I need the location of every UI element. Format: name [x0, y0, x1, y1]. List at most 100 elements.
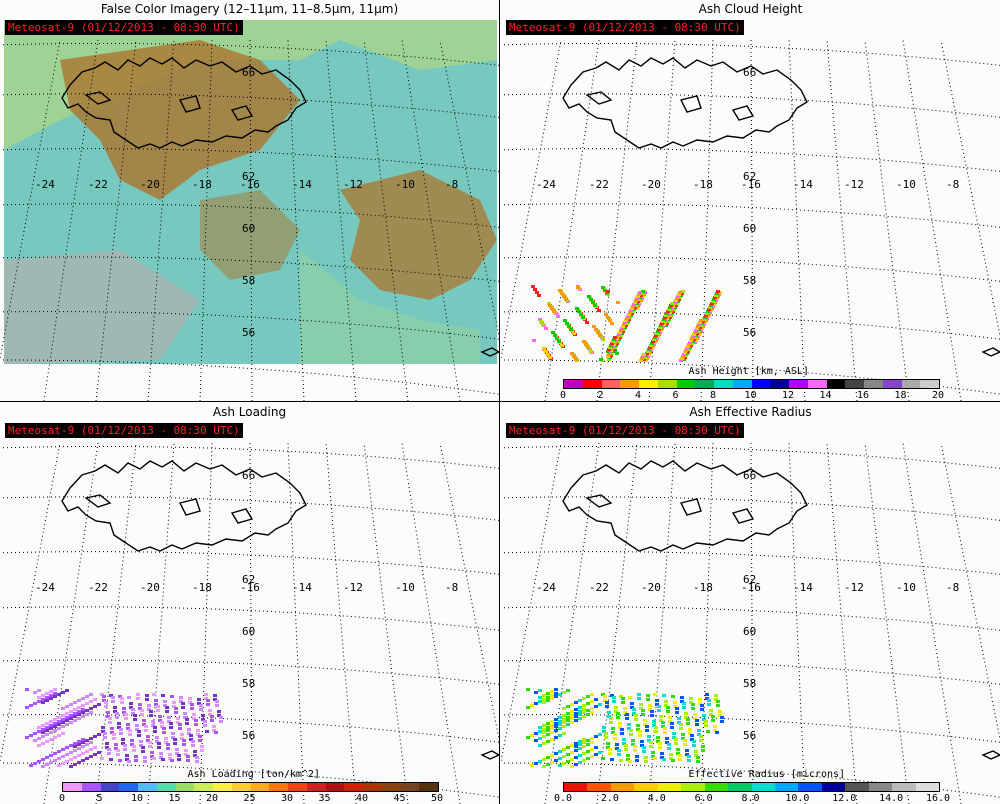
colorbar-swatch [363, 783, 382, 791]
latitude-label: 62 [743, 170, 756, 183]
colorbar-tick-label: 10 [130, 793, 144, 804]
longitude-label: -20 [140, 178, 160, 191]
effective-radius-map: -24 -22 -20 -18 -16 -14 -12 -10 -8 62 60 58 56 66 [501, 442, 1000, 804]
ash-height-colorbar: Ash Height [km, ASL] 0 2 4 6 8 10 12 14 16 18 20 [559, 366, 944, 401]
longitude-label: -8 [946, 178, 959, 191]
colorbar-swatch [564, 783, 588, 791]
colorbar-tick-label: 0.0 [553, 793, 573, 804]
satellite-timestamp: Meteosat-9 (01/12/2013 - 08:30 UTC) [5, 423, 243, 438]
colorbar-swatch [732, 380, 752, 388]
horizontal-divider [0, 401, 1000, 402]
colorbar-swatch [789, 380, 808, 388]
colorbar-tick-label: 16.0 [925, 793, 951, 804]
colorbar-scale [62, 782, 439, 792]
colorbar-title: Effective Radius [microns] [688, 769, 846, 780]
longitude-label: -24 [536, 178, 556, 191]
colorbar-tick-label: 30 [280, 793, 294, 804]
colorbar-tick-label: 14 [819, 390, 832, 401]
cloud-area [300, 250, 480, 364]
colorbar-tick-label: 14.0 [879, 793, 904, 804]
iceland-coastline [61, 460, 499, 760]
satellite-timestamp: Meteosat-9 (01/12/2013 - 08:30 UTC) [5, 20, 243, 35]
colorbar-title: Ash Height [km, ASL] [688, 366, 809, 377]
colorbar-swatch [325, 783, 345, 791]
graticule-labels: -24 -22 -20 -18 -16 -14 -12 -10 -8 62 60 58 56 66 [536, 469, 959, 742]
colorbar-swatch [657, 380, 677, 388]
colorbar-swatch [119, 783, 138, 791]
colorbar-swatch [714, 380, 733, 388]
latitude-label: 60 [743, 625, 756, 638]
colorbar-swatch [892, 783, 916, 791]
effective-radius-panel: -24 -22 -20 -18 -16 -14 -12 -10 -8 62 60 58 56 66 Ash… [501, 403, 1000, 804]
colorbar-tick-label: 0 [559, 390, 567, 401]
longitude-label: -12 [343, 178, 363, 191]
colorbar-swatch [306, 783, 326, 791]
colorbar-swatch [288, 783, 307, 791]
latitude-label: 60 [242, 625, 255, 638]
longitude-label: -18 [693, 178, 713, 191]
colorbar-tick-label: 18 [894, 390, 907, 401]
colorbar-swatch [63, 783, 82, 791]
colorbar-swatch [901, 380, 921, 388]
colorbar-swatch [582, 380, 602, 388]
colorbar-swatch [564, 380, 583, 388]
colorbar-swatch [81, 783, 101, 791]
longitude-label: -20 [140, 581, 160, 594]
longitude-label: -8 [946, 581, 959, 594]
latitude-label: 58 [743, 677, 756, 690]
panel-title: Ash Loading [212, 405, 287, 419]
colorbar-tick-label: 4 [634, 390, 642, 401]
colorbar-swatch [156, 783, 176, 791]
latitude-label: 66 [743, 469, 756, 482]
latitude-label: 62 [242, 170, 255, 183]
colorbar-swatch [920, 380, 939, 388]
colorbar-swatch [639, 380, 658, 388]
false-color-map: -24 -22 -20 -18 -16 -14 -12 -10 -8 62 60 58 56 66 [0, 20, 499, 401]
colorbar-tick-label: 20 [931, 390, 945, 401]
satellite-timestamp: Meteosat-9 (01/12/2013 - 08:30 UTC) [506, 423, 744, 438]
colorbar-swatch [882, 380, 902, 388]
ash-plume [200, 190, 300, 280]
longitude-label: -24 [536, 581, 556, 594]
colorbar-swatch [419, 783, 438, 791]
vertical-divider [499, 0, 500, 804]
colorbar-title: Ash Loading [ton/km^2] [187, 769, 320, 780]
colorbar-tick-label: 6 [672, 390, 679, 401]
false-color-panel: -24 -22 -20 -18 -16 -14 -12 -10 -8 62 60 58 56 66 Fal… [0, 0, 499, 401]
colorbar-swatch [620, 380, 639, 388]
effective-radius-pixels [526, 688, 724, 768]
latitude-label: 62 [743, 573, 756, 586]
colorbar-scale [563, 379, 940, 389]
longitude-label: -10 [896, 581, 916, 594]
colorbar-swatch [826, 380, 846, 388]
colorbar-tick-label: 16 [856, 390, 870, 401]
longitude-label: -14 [292, 178, 312, 191]
colorbar-swatch [807, 380, 827, 388]
latitude-label: 66 [242, 66, 255, 79]
colorbar-swatch [250, 783, 270, 791]
longitude-label: -22 [589, 581, 609, 594]
colorbar-swatch [845, 380, 864, 388]
latitude-label: 56 [743, 729, 756, 742]
colorbar-swatch [845, 783, 869, 791]
longitude-label: -18 [192, 178, 212, 191]
latitude-label: 60 [242, 222, 255, 235]
cloud-area [4, 250, 200, 364]
ash-plume [340, 170, 497, 300]
longitude-label: -14 [292, 581, 312, 594]
longitude-label: -16 [741, 581, 761, 594]
colorbar-tick-label: 20 [205, 793, 219, 804]
colorbar-swatch [213, 783, 232, 791]
colorbar-tick-label: 10.0 [785, 793, 810, 804]
colorbar-tick-label: 6.0 [694, 793, 713, 804]
colorbar-tick-label: 25 [243, 793, 256, 804]
colorbar-swatch [695, 380, 714, 388]
satellite-timestamp: Meteosat-9 (01/12/2013 - 08:30 UTC) [506, 20, 744, 35]
colorbar-swatch [704, 783, 729, 791]
longitude-label: -8 [445, 581, 458, 594]
colorbar-tick-label: 40 [355, 793, 369, 804]
longitude-label: -10 [395, 178, 415, 191]
colorbar-tick-label: 2.0 [600, 793, 619, 804]
colorbar-swatch [676, 380, 696, 388]
longitude-label: -12 [343, 581, 363, 594]
